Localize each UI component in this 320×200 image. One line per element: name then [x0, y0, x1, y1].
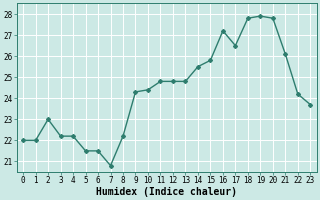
X-axis label: Humidex (Indice chaleur): Humidex (Indice chaleur) [96, 186, 237, 197]
